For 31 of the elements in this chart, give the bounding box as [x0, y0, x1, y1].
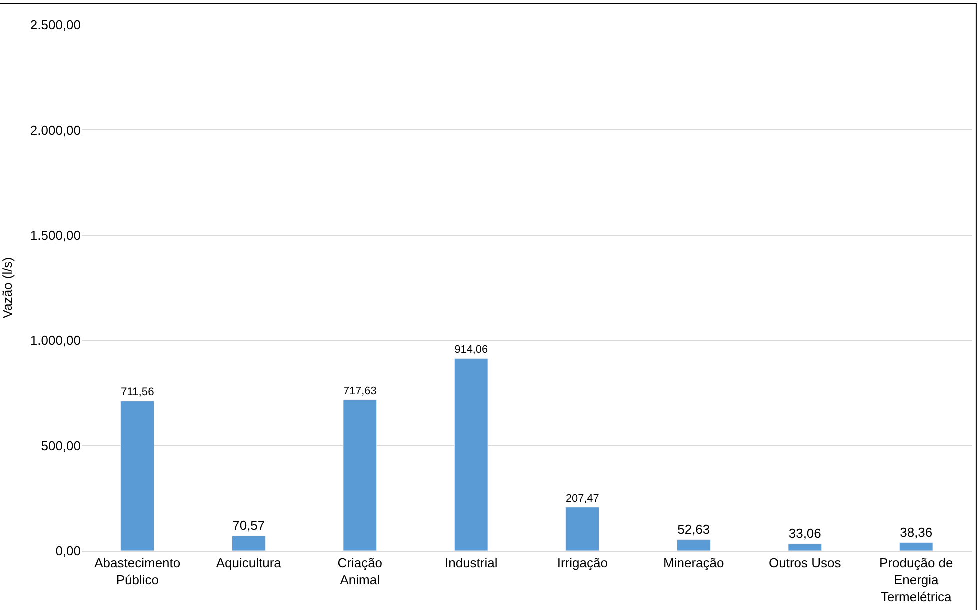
data-label: 38,36 — [900, 524, 933, 540]
data-label: 33,06 — [788, 526, 822, 542]
x-tick-label: Mineração — [664, 556, 724, 571]
bar — [788, 544, 822, 551]
x-tick-label: Irrigação — [557, 556, 608, 571]
y-tick-label: 0,00 — [56, 544, 81, 559]
y-tick-label: 2.000,00 — [30, 122, 81, 138]
y-tick-label: 2.500,00 — [30, 18, 81, 33]
bar — [454, 358, 488, 551]
y-tick-label: 500,00 — [41, 438, 81, 454]
data-label: 914,06 — [454, 344, 488, 356]
data-label: 207,47 — [566, 492, 600, 505]
x-tick-label: Produção de Energia Termelétrica — [880, 556, 954, 604]
x-tick-label: Criação Animal — [338, 556, 383, 588]
bar — [343, 400, 378, 551]
data-label: 711,56 — [120, 386, 154, 399]
bar — [899, 542, 934, 551]
bar — [120, 401, 155, 551]
bar — [566, 507, 600, 551]
y-tick-label: 1.500,00 — [30, 228, 81, 243]
bar — [232, 536, 266, 551]
y-axis-title: Vazão (l/s) — [0, 257, 15, 319]
data-label: 717,63 — [343, 385, 377, 398]
bar — [676, 540, 711, 551]
x-tick-label: Industrial — [445, 556, 498, 571]
y-tick-label: 1.000,00 — [30, 333, 81, 348]
data-label: 70,57 — [232, 518, 266, 534]
x-tick-label: Outros Usos — [769, 556, 842, 571]
x-tick-label: Aquicultura — [216, 556, 282, 571]
data-label: 52,63 — [678, 522, 710, 537]
x-tick-label: Abastecimento Público — [94, 556, 181, 588]
